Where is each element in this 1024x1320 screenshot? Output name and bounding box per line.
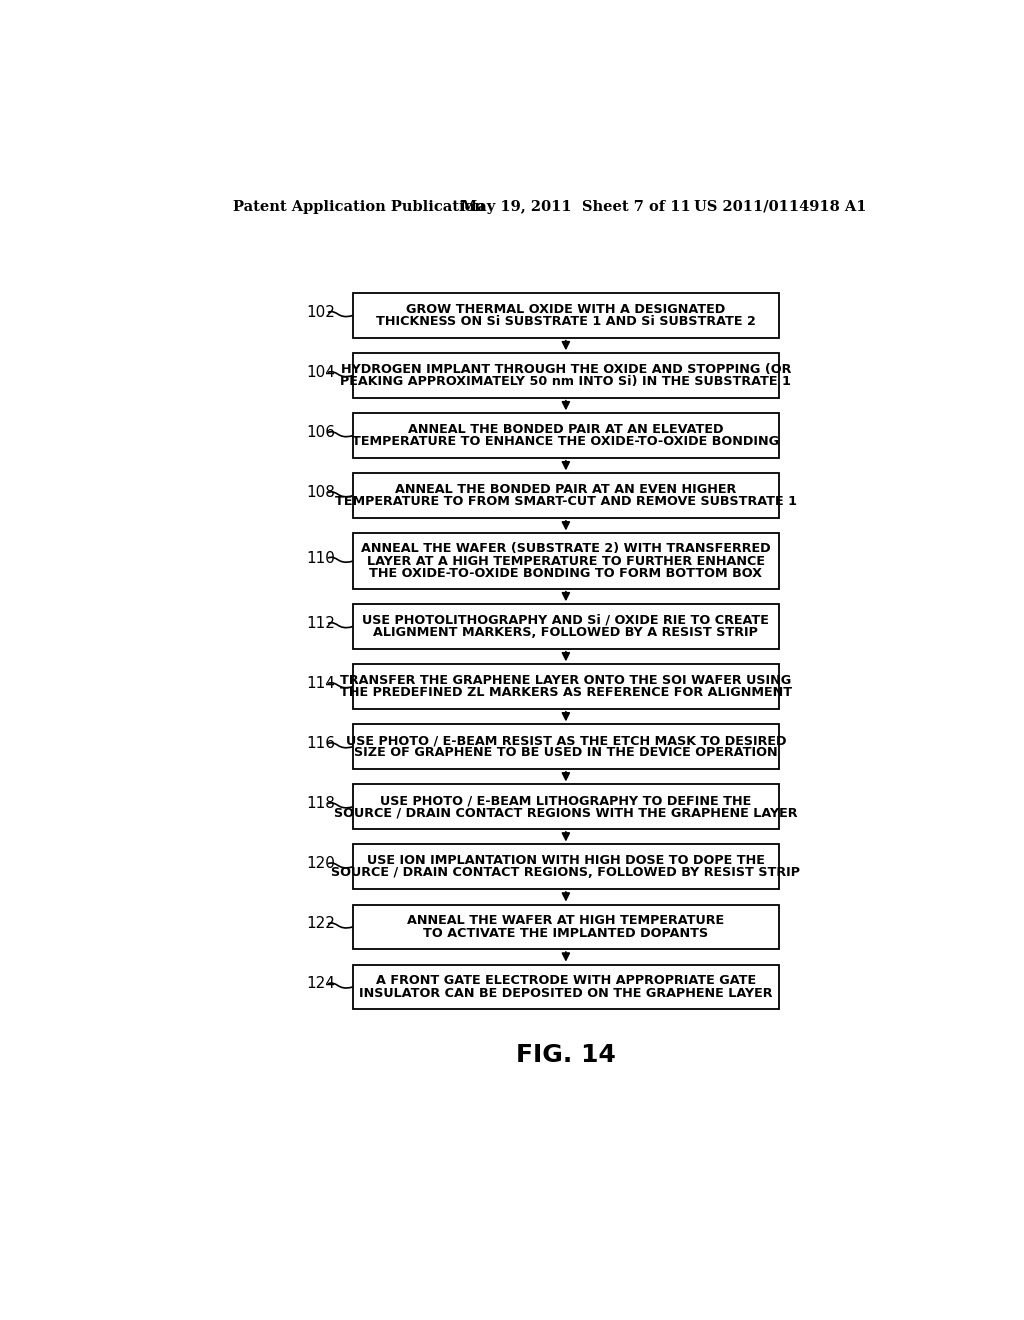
Text: SOURCE / DRAIN CONTACT REGIONS WITH THE GRAPHENE LAYER: SOURCE / DRAIN CONTACT REGIONS WITH THE … bbox=[334, 807, 798, 820]
Text: TRANSFER THE GRAPHENE LAYER ONTO THE SOI WAFER USING: TRANSFER THE GRAPHENE LAYER ONTO THE SOI… bbox=[340, 675, 792, 686]
Text: ANNEAL THE WAFER AT HIGH TEMPERATURE: ANNEAL THE WAFER AT HIGH TEMPERATURE bbox=[408, 915, 724, 927]
Text: 106: 106 bbox=[306, 425, 335, 440]
Bar bbox=[352, 474, 779, 517]
Bar bbox=[352, 904, 779, 949]
Text: 116: 116 bbox=[306, 737, 335, 751]
Bar bbox=[352, 354, 779, 397]
Bar bbox=[352, 784, 779, 829]
Text: HYDROGEN IMPLANT THROUGH THE OXIDE AND STOPPING (OR: HYDROGEN IMPLANT THROUGH THE OXIDE AND S… bbox=[341, 363, 792, 376]
Text: May 19, 2011  Sheet 7 of 11: May 19, 2011 Sheet 7 of 11 bbox=[461, 199, 691, 214]
Text: SIZE OF GRAPHENE TO BE USED IN THE DEVICE OPERATION: SIZE OF GRAPHENE TO BE USED IN THE DEVIC… bbox=[354, 746, 777, 759]
Text: TEMPERATURE TO ENHANCE THE OXIDE-TO-OXIDE BONDING: TEMPERATURE TO ENHANCE THE OXIDE-TO-OXID… bbox=[352, 436, 779, 449]
Text: A FRONT GATE ELECTRODE WITH APPROPRIATE GATE: A FRONT GATE ELECTRODE WITH APPROPRIATE … bbox=[376, 974, 756, 987]
Text: PEAKING APPROXIMATELY 50 nm INTO Si) IN THE SUBSTRATE 1: PEAKING APPROXIMATELY 50 nm INTO Si) IN … bbox=[340, 375, 792, 388]
Text: 124: 124 bbox=[306, 977, 335, 991]
Text: Patent Application Publication: Patent Application Publication bbox=[232, 199, 484, 214]
Text: USE PHOTO / E-BEAM LITHOGRAPHY TO DEFINE THE: USE PHOTO / E-BEAM LITHOGRAPHY TO DEFINE… bbox=[380, 795, 752, 807]
Text: USE PHOTOLITHOGRAPHY AND Si / OXIDE RIE TO CREATE: USE PHOTOLITHOGRAPHY AND Si / OXIDE RIE … bbox=[362, 614, 769, 627]
Text: TO ACTIVATE THE IMPLANTED DOPANTS: TO ACTIVATE THE IMPLANTED DOPANTS bbox=[423, 927, 709, 940]
Bar bbox=[352, 845, 779, 890]
Text: 120: 120 bbox=[306, 857, 335, 871]
Text: 114: 114 bbox=[306, 676, 335, 692]
Bar bbox=[352, 293, 779, 338]
Text: USE ION IMPLANTATION WITH HIGH DOSE TO DOPE THE: USE ION IMPLANTATION WITH HIGH DOSE TO D… bbox=[367, 854, 765, 867]
Bar bbox=[352, 533, 779, 589]
Bar bbox=[352, 413, 779, 458]
Bar bbox=[352, 725, 779, 770]
Text: INSULATOR CAN BE DEPOSITED ON THE GRAPHENE LAYER: INSULATOR CAN BE DEPOSITED ON THE GRAPHE… bbox=[359, 986, 773, 999]
Text: THICKNESS ON Si SUBSTRATE 1 AND Si SUBSTRATE 2: THICKNESS ON Si SUBSTRATE 1 AND Si SUBST… bbox=[376, 315, 756, 329]
Text: 110: 110 bbox=[306, 550, 335, 565]
Text: ANNEAL THE BONDED PAIR AT AN EVEN HIGHER: ANNEAL THE BONDED PAIR AT AN EVEN HIGHER bbox=[395, 483, 736, 496]
Text: LAYER AT A HIGH TEMPERATURE TO FURTHER ENHANCE: LAYER AT A HIGH TEMPERATURE TO FURTHER E… bbox=[367, 554, 765, 568]
Text: 112: 112 bbox=[306, 616, 335, 631]
Bar bbox=[352, 605, 779, 649]
Bar bbox=[352, 664, 779, 709]
Text: SOURCE / DRAIN CONTACT REGIONS, FOLLOWED BY RESIST STRIP: SOURCE / DRAIN CONTACT REGIONS, FOLLOWED… bbox=[332, 866, 801, 879]
Text: ANNEAL THE WAFER (SUBSTRATE 2) WITH TRANSFERRED: ANNEAL THE WAFER (SUBSTRATE 2) WITH TRAN… bbox=[361, 543, 771, 556]
Text: TEMPERATURE TO FROM SMART-CUT AND REMOVE SUBSTRATE 1: TEMPERATURE TO FROM SMART-CUT AND REMOVE… bbox=[335, 495, 797, 508]
Text: FIG. 14: FIG. 14 bbox=[516, 1043, 615, 1068]
Bar bbox=[352, 965, 779, 1010]
Text: 104: 104 bbox=[306, 364, 335, 380]
Text: USE PHOTO / E-BEAM RESIST AS THE ETCH MASK TO DESIRED: USE PHOTO / E-BEAM RESIST AS THE ETCH MA… bbox=[346, 734, 786, 747]
Text: GROW THERMAL OXIDE WITH A DESIGNATED: GROW THERMAL OXIDE WITH A DESIGNATED bbox=[407, 302, 725, 315]
Text: ALIGNMENT MARKERS, FOLLOWED BY A RESIST STRIP: ALIGNMENT MARKERS, FOLLOWED BY A RESIST … bbox=[374, 626, 759, 639]
Text: 102: 102 bbox=[306, 305, 335, 319]
Text: 108: 108 bbox=[306, 484, 335, 500]
Text: 118: 118 bbox=[306, 796, 335, 812]
Text: THE OXIDE-TO-OXIDE BONDING TO FORM BOTTOM BOX: THE OXIDE-TO-OXIDE BONDING TO FORM BOTTO… bbox=[370, 566, 763, 579]
Text: ANNEAL THE BONDED PAIR AT AN ELEVATED: ANNEAL THE BONDED PAIR AT AN ELEVATED bbox=[409, 422, 724, 436]
Text: 122: 122 bbox=[306, 916, 335, 932]
Text: US 2011/0114918 A1: US 2011/0114918 A1 bbox=[693, 199, 866, 214]
Text: THE PREDEFINED ZL MARKERS AS REFERENCE FOR ALIGNMENT: THE PREDEFINED ZL MARKERS AS REFERENCE F… bbox=[340, 686, 792, 700]
